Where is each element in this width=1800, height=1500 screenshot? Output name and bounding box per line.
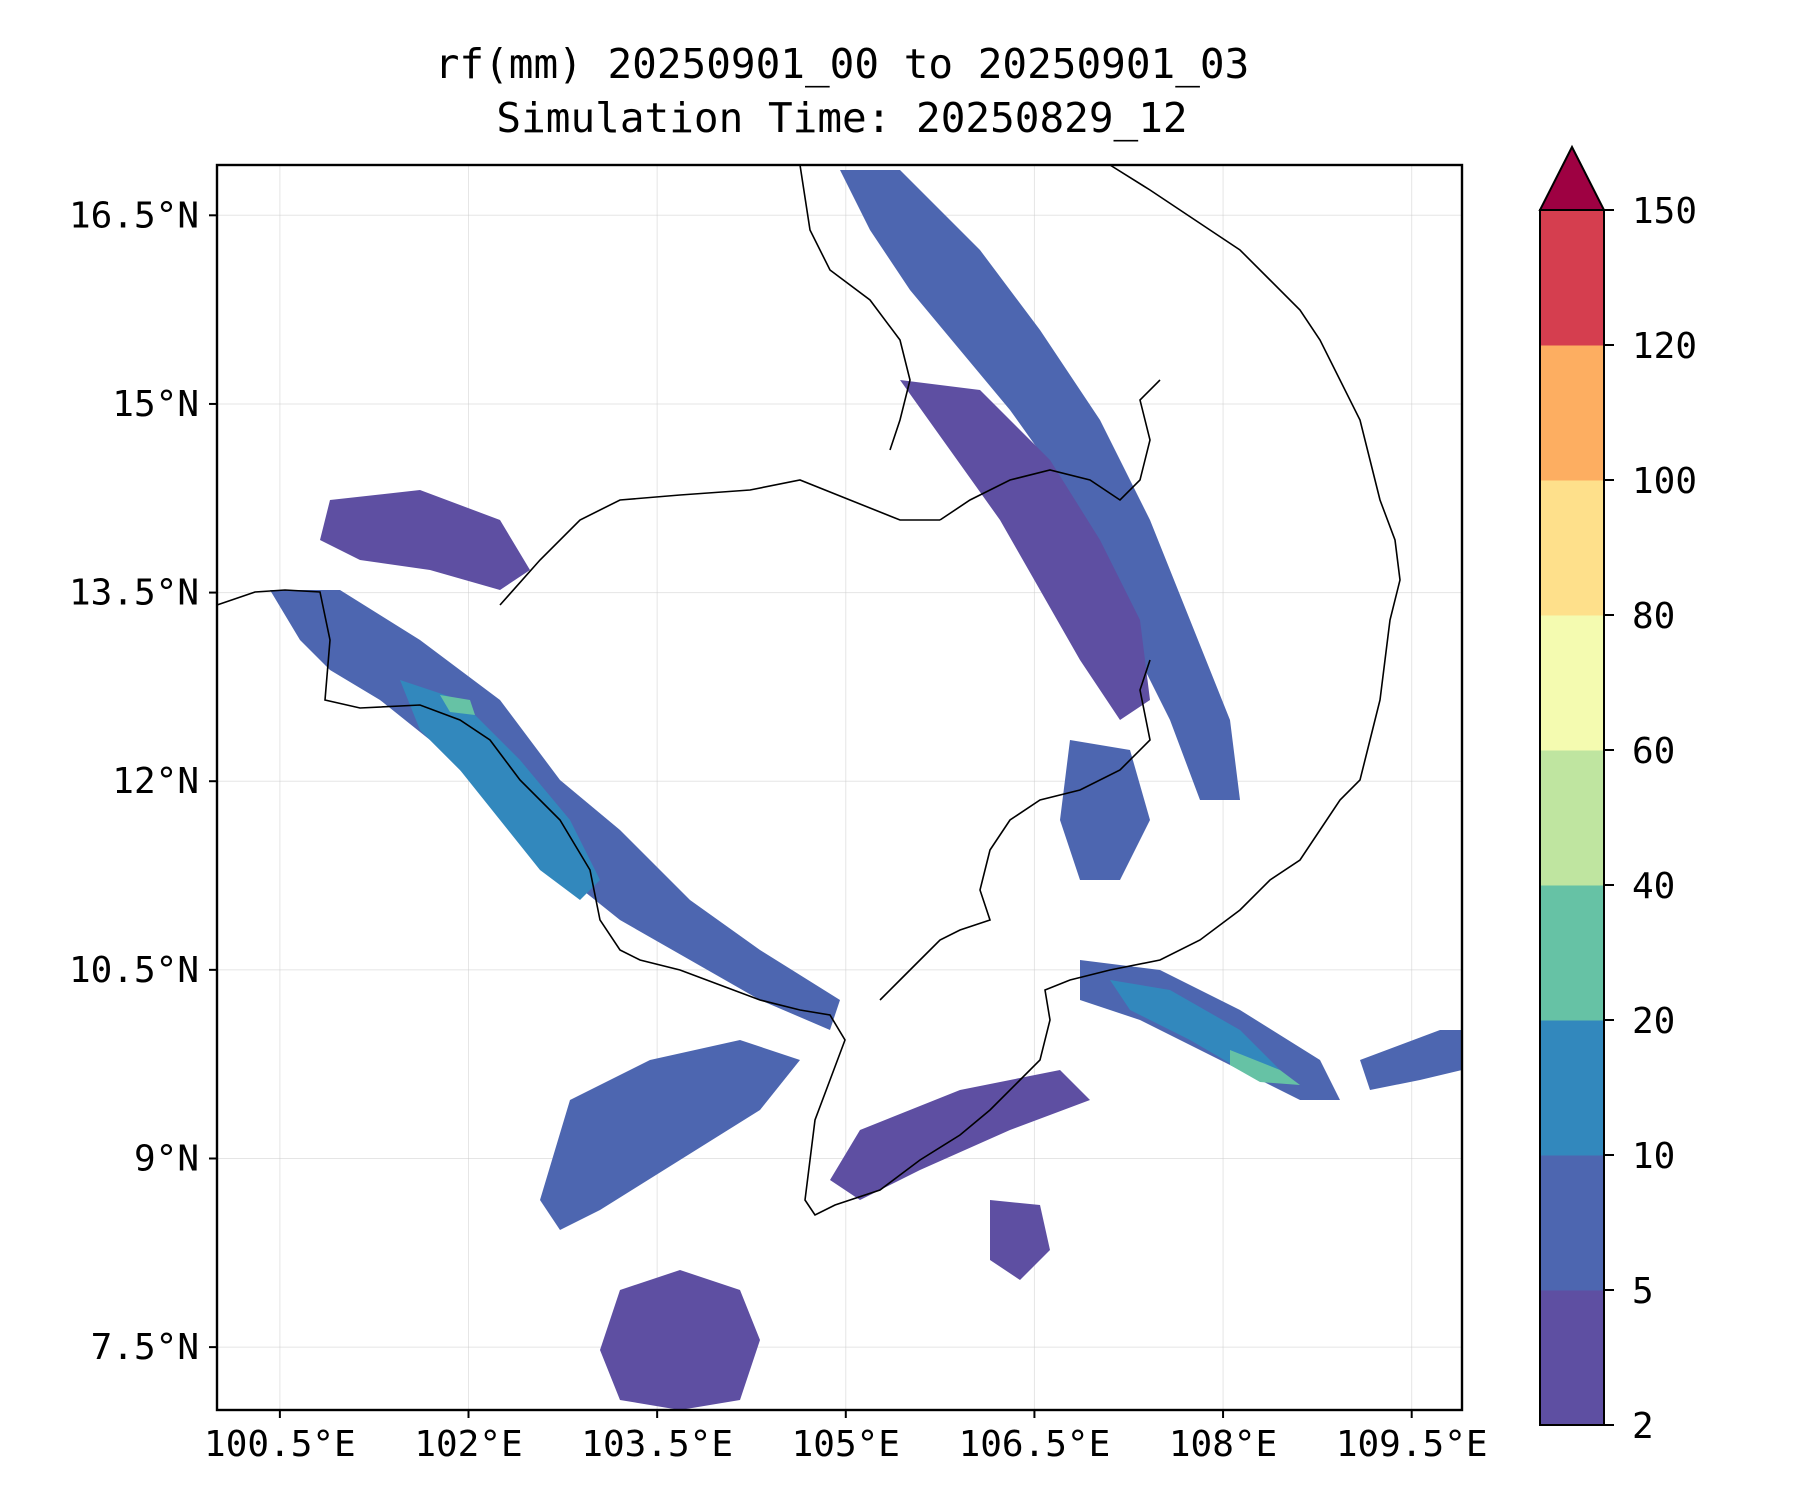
rain-cluster-south: [600, 1270, 760, 1410]
rain-band-northwest: [320, 490, 530, 590]
colorbar-tick-label-7: 100: [1632, 461, 1697, 502]
y-axis-ticks: 16.5°N 15°N 13.5°N 12°N 10.5°N 9°N 7.5°N: [69, 195, 217, 1368]
colorbar-tick-label-6: 80: [1632, 596, 1675, 637]
rain-band-east-sea: [1360, 1030, 1462, 1090]
colorbar-segment-4: [1540, 750, 1604, 886]
colorbar-extend-arrow: [1538, 144, 1606, 211]
rain-core-southeast: [1110, 980, 1280, 1075]
x-tick-label-6: 109.5°E: [1336, 1424, 1488, 1465]
x-tick-label-5: 108°E: [1169, 1424, 1277, 1465]
map-frame: [215, 163, 1464, 1412]
colorbar-segment-8: [1540, 210, 1604, 346]
colorbar-tick-label-1: 5: [1632, 1271, 1654, 1312]
rain-core-west: [400, 680, 600, 900]
colorbar-segment-5: [1540, 615, 1604, 751]
y-tick-label-6: 7.5°N: [91, 1327, 199, 1368]
colorbar: 2 5 10 20 40 60 80 100 120 150: [1538, 144, 1697, 1447]
border-cambodia-laos-vietnam: [939, 379, 1161, 521]
colorbar-segment-3: [1540, 885, 1604, 1021]
rain-patch-central-east: [1060, 740, 1150, 880]
colorbar-tick-label-2: 10: [1632, 1136, 1675, 1177]
rain-band-east-inland: [900, 380, 1150, 720]
rain-cluster-southeast-sea: [990, 1200, 1050, 1280]
coastlines-borders: [216, 164, 1401, 1217]
x-axis-ticks: 100.5°E 102°E 103.5°E 105°E 106.5°E 108°E 109.…: [204, 1410, 1488, 1465]
border-thailand-cambodia: [499, 479, 940, 606]
colorbar-tick-label-0: 2: [1632, 1406, 1654, 1447]
colorbar-tick-label-8: 120: [1632, 326, 1697, 367]
rain-band-gulf-south: [540, 1040, 800, 1230]
y-tick-label-5: 9°N: [134, 1138, 199, 1179]
map-background: [217, 165, 1462, 1410]
x-tick-label-3: 105°E: [792, 1424, 900, 1465]
y-tick-label-2: 13.5°N: [69, 573, 199, 614]
colorbar-segment-7: [1540, 345, 1604, 481]
rain-cell-southeast-moderate: [1230, 1050, 1300, 1085]
y-tick-label-4: 10.5°N: [69, 950, 199, 991]
figure-title-line1: rf(mm) 20250901_00 to 20250901_03: [435, 40, 1250, 88]
y-tick-label-3: 12°N: [112, 761, 199, 802]
colorbar-tick-label-4: 40: [1632, 866, 1675, 907]
colorbar-tick-label-5: 60: [1632, 731, 1675, 772]
border-laos-vietnam: [799, 164, 911, 451]
map-panel: 100.5°E 102°E 103.5°E 105°E 106.5°E 108°E 109.…: [69, 163, 1488, 1465]
colorbar-segment-0: [1540, 1290, 1604, 1426]
colorbar-tick-label-9: 150: [1632, 191, 1697, 232]
colorbar-tick-label-3: 20: [1632, 1001, 1675, 1042]
y-tick-label-0: 16.5°N: [69, 195, 199, 236]
colorbar-segment-1: [1540, 1155, 1604, 1291]
colorbar-frame: [1539, 209, 1605, 1426]
x-tick-label-1: 102°E: [414, 1424, 522, 1465]
x-tick-label-2: 103.5°E: [581, 1424, 733, 1465]
x-tick-label-0: 100.5°E: [204, 1424, 356, 1465]
rain-cell-west-moderate: [440, 695, 475, 715]
rainfall-field: [270, 170, 1462, 1410]
colorbar-segment-2: [1540, 1020, 1604, 1156]
colorbar-segment-6: [1540, 480, 1604, 616]
x-tick-label-4: 106.5°E: [959, 1424, 1111, 1465]
figure-title-line2: Simulation Time: 20250829_12: [496, 94, 1187, 142]
y-tick-label-1: 15°N: [112, 384, 199, 425]
coastline-gulf-of-thailand: [216, 164, 1401, 1217]
border-cambodia-vietnam-south: [879, 659, 1151, 1001]
